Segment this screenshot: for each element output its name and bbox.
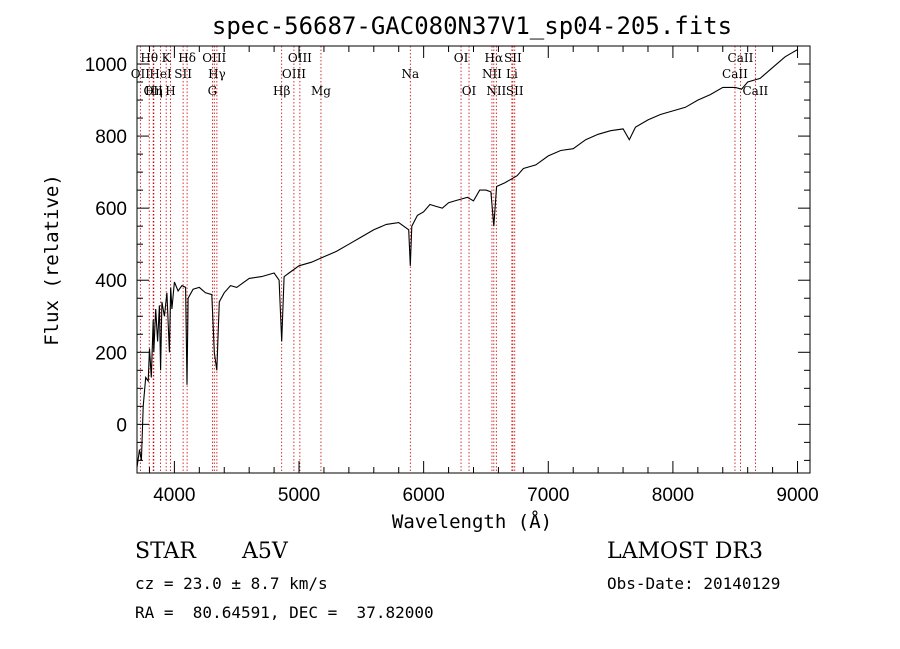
emission-line-label: OI [454, 51, 469, 65]
plot-frame [136, 45, 811, 474]
y-tick-label: 800 [95, 127, 127, 148]
obs-date: Obs-Date: 20140129 [607, 574, 781, 593]
emission-line-label: Hγ [208, 67, 226, 81]
subclass: A5V [242, 539, 288, 564]
emission-line-label: SII [174, 67, 192, 81]
emission-line-label: H [165, 84, 175, 98]
y-tick-label: 0 [116, 415, 127, 436]
emission-line-label: K [162, 51, 172, 65]
coordinates: RA = 80.64591, DEC = 37.82000 [135, 603, 434, 622]
emission-line-label: G [208, 84, 218, 98]
x-axis: 4000 5000 6000 7000 8000 9000 [148, 46, 819, 506]
emission-line-labels: OIIHθOIIHηHeIKHSIIHδGOIIIHγHβOIIIOIIIMgN… [131, 51, 769, 98]
y-axis-label: Flux (relative) [41, 174, 63, 346]
emission-line-label: Hβ [273, 84, 290, 98]
emission-line-label: Li [506, 67, 518, 81]
x-tick-label: 8000 [652, 485, 694, 506]
x-axis-label: Wavelength (Å) [392, 510, 552, 533]
emission-line-label: Hδ [178, 51, 196, 65]
emission-line-label: HeI [149, 67, 172, 81]
emission-line-label: NII [486, 84, 506, 98]
emission-line-label: OII [131, 67, 151, 81]
y-tick-label: 400 [95, 271, 127, 292]
y-tick-label: 200 [95, 343, 127, 364]
emission-line-label: OIII [288, 51, 312, 65]
x-tick-label: 4000 [153, 485, 195, 506]
x-tick-label: 9000 [776, 485, 818, 506]
spectrum-line [136, 49, 798, 468]
redshift: cz = 23.0 ± 8.7 km/s [135, 574, 328, 593]
emission-line-label: Na [401, 67, 419, 81]
emission-line-label: OI [462, 84, 477, 98]
emission-line-label: CaII [742, 84, 768, 98]
emission-line-label: OII [144, 84, 164, 98]
chart-title: spec-56687-GAC080N37V1_sp04-205.fits [212, 12, 732, 40]
x-tick-label: 7000 [527, 485, 569, 506]
y-tick-label: 600 [95, 199, 127, 220]
emission-line-label: CaII [728, 51, 754, 65]
emission-line-label: SII [504, 51, 522, 65]
emission-line-label: SII [506, 84, 524, 98]
y-tick-label: 1000 [85, 55, 127, 76]
emission-line-label: Mg [311, 84, 331, 98]
survey-name: LAMOST DR3 [607, 539, 763, 564]
emission-line-label: Hη [145, 84, 163, 98]
emission-line-label: NII [482, 67, 502, 81]
emission-line-label: OIII [202, 51, 226, 65]
x-tick-label: 5000 [278, 485, 320, 506]
object-class: STAR [135, 539, 196, 564]
emission-line-markers [139, 46, 756, 473]
emission-line-label: OIII [282, 67, 306, 81]
y-axis: 0 200 400 600 800 1000 [85, 55, 810, 461]
emission-line-label: Hα [485, 51, 504, 65]
emission-line-label: Hθ [140, 51, 158, 65]
emission-line-label: CaII [722, 67, 748, 81]
x-tick-label: 6000 [403, 485, 445, 506]
